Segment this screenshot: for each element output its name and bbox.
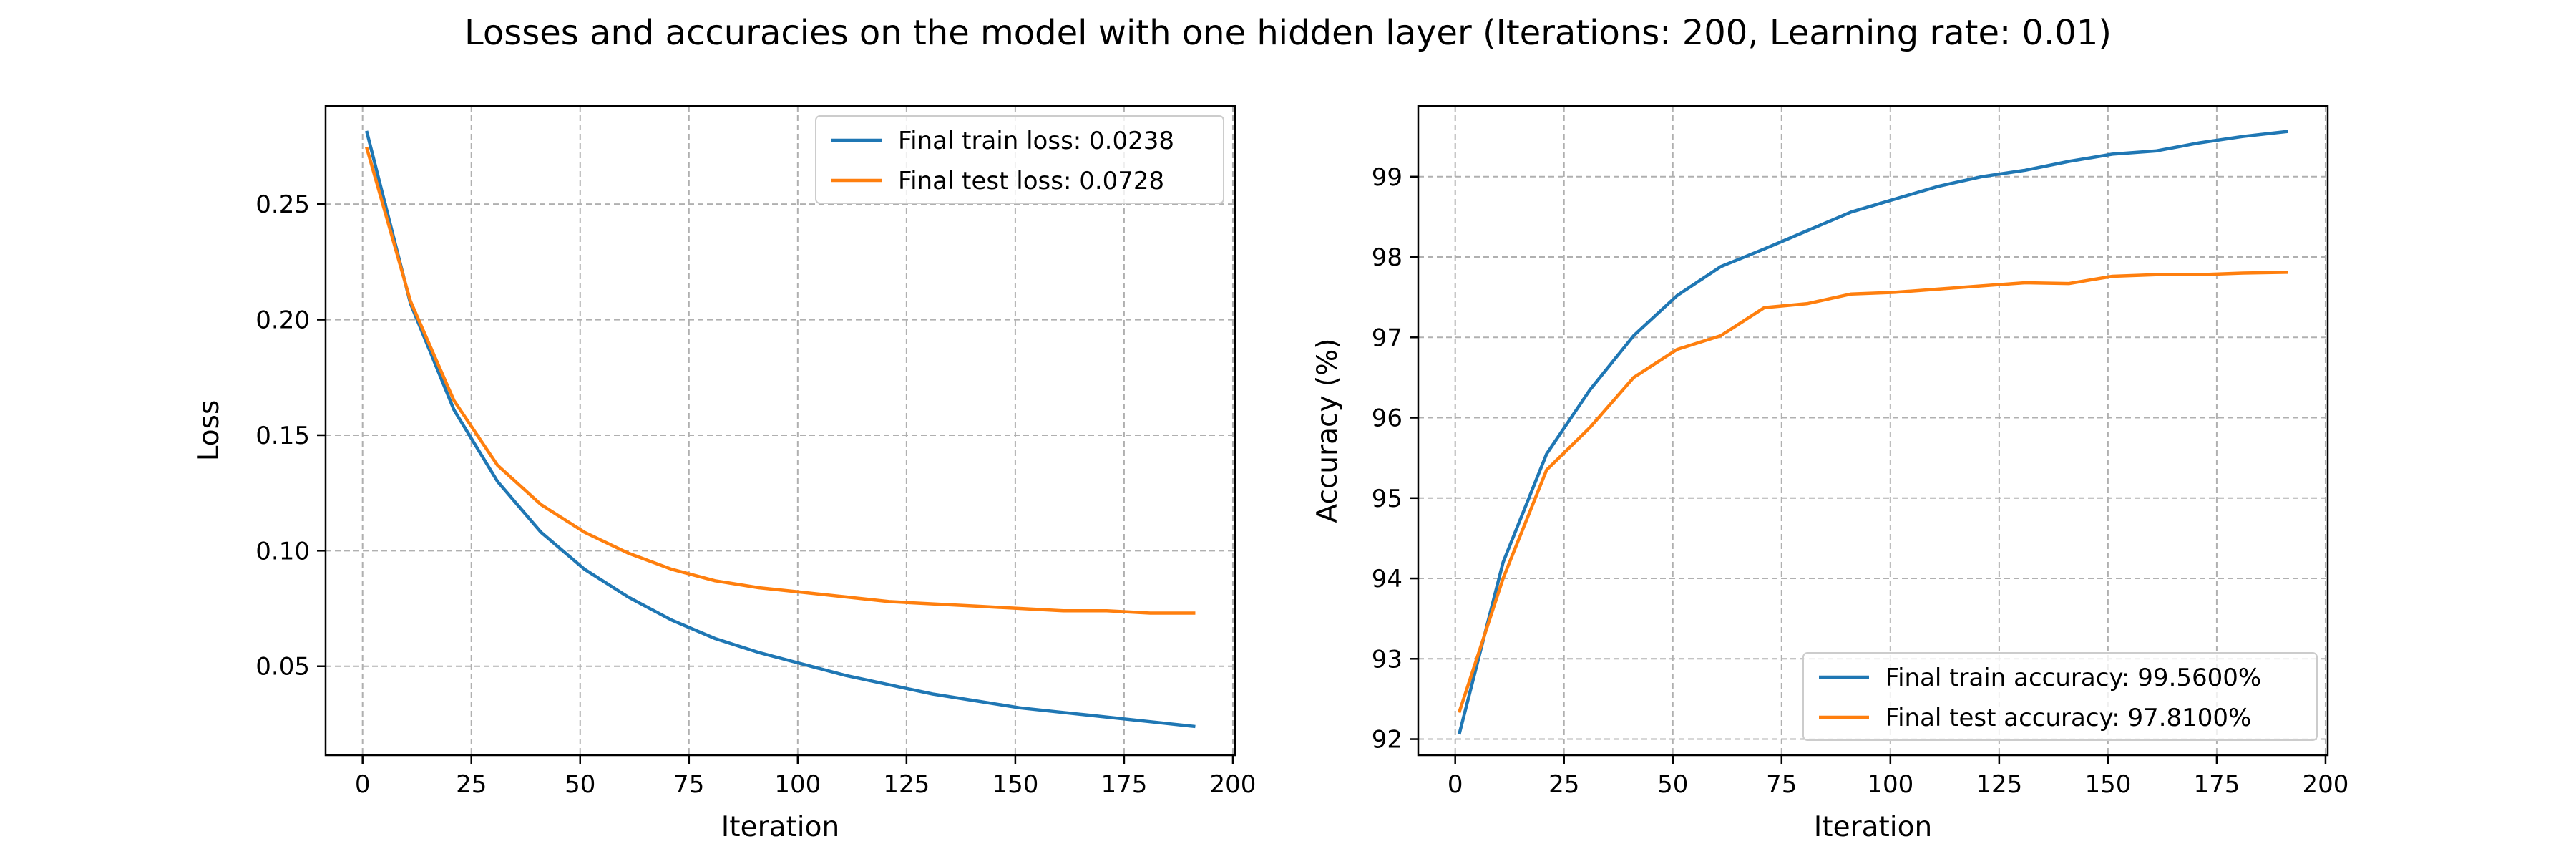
y-tick-label: 95 bbox=[1372, 485, 1402, 513]
x-tick-label: 125 bbox=[883, 770, 930, 799]
x-axis-label: Iteration bbox=[1814, 811, 1932, 843]
y-tick-label: 94 bbox=[1372, 565, 1402, 593]
series-line-test bbox=[365, 146, 1196, 615]
y-tick-label: 99 bbox=[1372, 163, 1402, 192]
x-tick-label: 0 bbox=[1448, 770, 1463, 799]
y-axis-label: Accuracy (%) bbox=[1312, 339, 1344, 523]
y-tick-label: 0.10 bbox=[255, 537, 310, 566]
x-tick-label: 175 bbox=[1101, 770, 1147, 799]
x-tick-label: 175 bbox=[2193, 770, 2240, 799]
x-tick-label: 25 bbox=[1548, 770, 1579, 799]
x-tick-label: 50 bbox=[1657, 770, 1688, 799]
legend: Final train accuracy: 99.5600% Final test… bbox=[1802, 652, 2318, 741]
plot-frame bbox=[324, 105, 1236, 757]
y-axis-label: Loss bbox=[193, 400, 225, 462]
y-tick-label: 92 bbox=[1372, 726, 1402, 754]
x-tick-label: 125 bbox=[1976, 770, 2022, 799]
x-tick-label: 75 bbox=[673, 770, 704, 799]
x-tick-label: 100 bbox=[1867, 770, 1913, 799]
y-tick-label: 97 bbox=[1372, 324, 1402, 352]
legend-box bbox=[815, 115, 1224, 204]
legend-label: Final test accuracy: 97.8100% bbox=[1885, 704, 2251, 732]
x-tick-label: 150 bbox=[992, 770, 1038, 799]
figure-title: Losses and accuracies on the model with … bbox=[464, 13, 2112, 53]
loss-chart: 0 25 50 75 100 125 150 175 200 0.05 0.10 0.15 0.20 0.… bbox=[193, 105, 1257, 843]
series-line-train bbox=[1458, 130, 2288, 735]
x-tick-label: 50 bbox=[565, 770, 595, 799]
x-tick-label: 100 bbox=[774, 770, 821, 799]
legend-label: Final test loss: 0.0728 bbox=[898, 167, 1164, 195]
legend-box bbox=[1802, 652, 2318, 741]
y-tick-label: 98 bbox=[1372, 243, 1402, 272]
x-tick-label: 200 bbox=[2303, 770, 2349, 799]
x-tick-label: 150 bbox=[2084, 770, 2131, 799]
y-tick-label: 96 bbox=[1372, 404, 1402, 433]
x-tick-label: 75 bbox=[1766, 770, 1797, 799]
accuracy-chart: 0 25 50 75 100 125 150 175 200 92 93 94 95 96 97 98 99 It… bbox=[1312, 105, 2349, 843]
x-axis-label: Iteration bbox=[721, 811, 839, 843]
legend-label: Final train accuracy: 99.5600% bbox=[1885, 664, 2261, 692]
y-tick-label: 0.25 bbox=[255, 190, 310, 219]
plot-frame bbox=[1417, 105, 2329, 757]
x-tick-label: 25 bbox=[456, 770, 487, 799]
y-tick-label: 0.05 bbox=[255, 653, 310, 681]
legend-label: Final train loss: 0.0238 bbox=[898, 127, 1174, 155]
y-tick-label: 93 bbox=[1372, 645, 1402, 674]
series-line-test bbox=[1457, 271, 2288, 714]
x-tick-label: 0 bbox=[355, 770, 371, 799]
series-line-train bbox=[365, 130, 1196, 729]
y-tick-label: 0.15 bbox=[255, 422, 310, 450]
y-tick-label: 0.20 bbox=[255, 306, 310, 335]
legend: Final train loss: 0.0238 Final test loss:… bbox=[815, 115, 1224, 204]
x-tick-label: 200 bbox=[1210, 770, 1257, 799]
